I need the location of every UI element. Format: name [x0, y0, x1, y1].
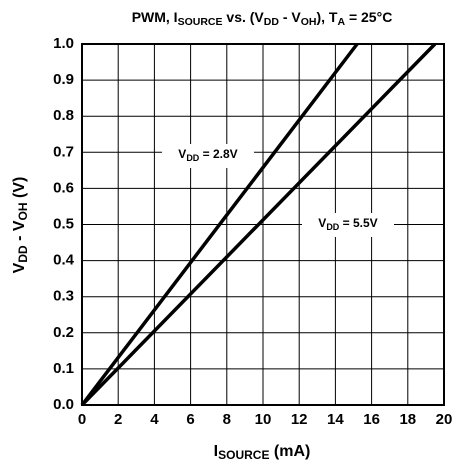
- x-tick-label: 10: [255, 411, 272, 428]
- x-tick-label: 18: [399, 411, 416, 428]
- text-part: PWM, I: [132, 9, 178, 25]
- x-tick-label: 6: [186, 411, 194, 428]
- series-line: [80, 42, 437, 407]
- y-tick-label: 0.3: [53, 288, 74, 305]
- y-axis-label: VDD - VOH (V): [11, 177, 30, 274]
- y-tick-label: 0.7: [53, 143, 74, 160]
- text-part: = 2.8V: [199, 147, 237, 161]
- text-part: V: [178, 147, 186, 161]
- y-tick-label: 0.4: [53, 252, 75, 269]
- subscript: DD: [186, 153, 199, 163]
- x-tick-label: 4: [150, 411, 159, 428]
- y-tick-label: 0.8: [53, 107, 74, 124]
- label-bg: [162, 144, 254, 168]
- text-part: - V: [11, 220, 28, 245]
- subscript: SOURCE: [178, 16, 223, 28]
- x-axis-label: ISOURCE (mA): [214, 443, 311, 462]
- series-label: VDD = 5.5V: [318, 216, 377, 232]
- text-part: V: [11, 262, 28, 273]
- x-tick-label: 2: [114, 411, 122, 428]
- subscript: SOURCE: [218, 448, 269, 462]
- x-tick-label: 16: [363, 411, 380, 428]
- text-part: V: [318, 216, 326, 230]
- x-tick-label: 14: [327, 411, 344, 428]
- x-tick-label: 12: [291, 411, 308, 428]
- plot-frame: [81, 43, 445, 406]
- text-part: = 5.5V: [339, 216, 377, 230]
- subscript: DD: [326, 222, 339, 232]
- subscript: OH: [16, 202, 30, 220]
- chart-title: PWM, ISOURCE vs. (VDD - VOH), TA = 25°C: [132, 9, 393, 28]
- text-part: vs. (V: [223, 9, 265, 25]
- y-tick-label: 0.9: [53, 71, 74, 88]
- x-tick-label: 0: [78, 411, 86, 428]
- y-tick-label: 1.0: [53, 35, 74, 52]
- y-tick-label: 0.0: [53, 396, 74, 413]
- y-tick-label: 0.1: [53, 360, 74, 377]
- y-tick-label: 0.2: [53, 324, 74, 341]
- text-part: - V: [279, 9, 301, 25]
- y-tick-label: 0.6: [53, 179, 74, 196]
- text-part: (mA): [269, 443, 310, 460]
- y-tick-label: 0.5: [53, 215, 74, 232]
- series-label: VDD = 2.8V: [178, 147, 237, 163]
- text-part: = 25°C: [345, 9, 392, 25]
- text-part: I: [214, 443, 218, 460]
- subscript: OH: [301, 16, 317, 28]
- x-tick-label: 8: [223, 411, 231, 428]
- subscript: DD: [264, 16, 280, 28]
- label-bg: [302, 213, 394, 237]
- x-tick-label: 20: [436, 411, 453, 428]
- subscript: A: [337, 16, 345, 28]
- series-line: [80, 42, 359, 407]
- text-part: ), T: [316, 9, 337, 25]
- subscript: DD: [16, 245, 30, 263]
- text-part: (V): [11, 177, 28, 203]
